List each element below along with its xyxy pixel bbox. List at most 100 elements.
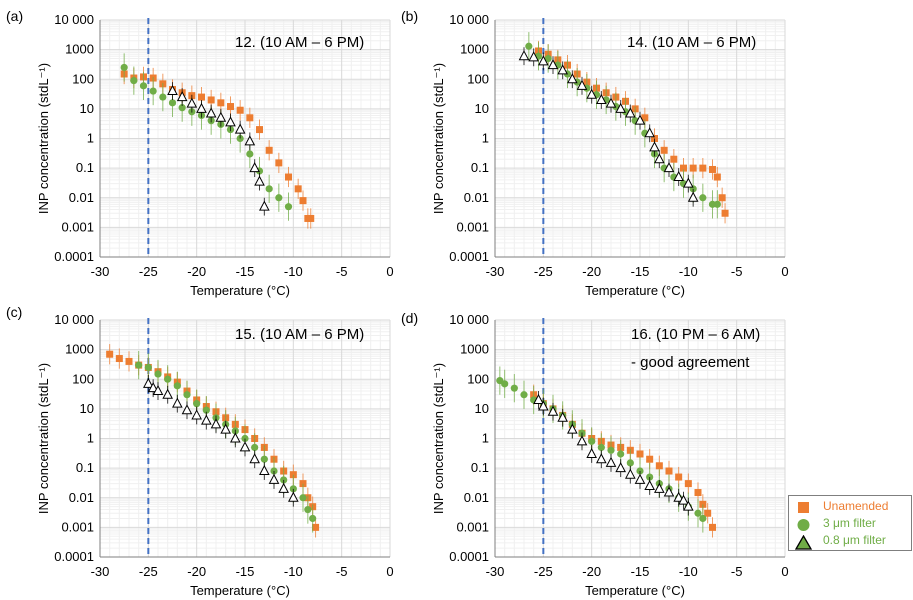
data-point — [694, 509, 702, 517]
data-point — [683, 500, 694, 511]
data-point — [259, 200, 270, 211]
data-point — [294, 185, 302, 193]
data-point — [665, 467, 673, 475]
y-tick-label: 10 — [475, 401, 489, 416]
x-tick-label: -20 — [582, 264, 601, 279]
gridlines — [99, 19, 391, 258]
x-tick-label: -10 — [284, 564, 303, 579]
data-point — [154, 370, 162, 378]
data-point — [525, 42, 533, 50]
y-tick-label: 100 — [72, 71, 94, 86]
y-tick-label: 1 — [482, 131, 489, 146]
data-point — [641, 114, 649, 122]
data-point — [125, 357, 133, 365]
y-tick-label: 1 — [87, 131, 94, 146]
data-point — [227, 103, 234, 111]
data-point — [205, 107, 217, 118]
data-point — [285, 173, 292, 181]
series-circle — [135, 350, 317, 533]
data-point — [159, 93, 167, 101]
data-point — [607, 446, 615, 454]
x-tick-label: 0 — [781, 564, 788, 579]
data-point — [557, 64, 568, 75]
x-tick-label: -5 — [336, 564, 348, 579]
y-axis-title: INP concentration (stdL⁻¹) — [36, 363, 51, 514]
panel-title: 12. (10 AM – 6 PM) — [235, 34, 365, 51]
data-point — [304, 505, 312, 514]
y-tick-label: 0.0001 — [449, 549, 489, 564]
data-point — [176, 91, 188, 102]
y-tick-label: 10 — [80, 401, 94, 416]
data-point — [538, 400, 549, 411]
data-point — [217, 99, 225, 107]
data-point — [309, 514, 317, 523]
data-point — [210, 418, 222, 429]
y-tick-label: 0.001 — [61, 519, 94, 534]
x-tick-label: -30 — [486, 264, 505, 279]
data-point — [673, 491, 684, 502]
panel-subtitle: - good agreement — [631, 354, 750, 371]
data-point — [709, 523, 716, 531]
data-point — [684, 480, 692, 488]
data-point — [670, 155, 678, 163]
data-point — [249, 453, 260, 464]
data-point — [680, 164, 687, 172]
x-tick-label: -30 — [91, 264, 110, 279]
y-tick-label: 0.001 — [456, 519, 489, 534]
series-triangle — [143, 374, 299, 507]
chart-d: 0.0001 0.001 0.01 0.1 1 10 100 1000 10 000 -30 -25… — [431, 312, 789, 598]
data-point — [588, 437, 596, 445]
data-point — [615, 102, 626, 113]
panel-letter: (a) — [6, 8, 24, 24]
data-point — [617, 450, 625, 458]
y-tick-label: 0.001 — [456, 219, 489, 234]
x-axis-title: Temperature (°C) — [190, 283, 290, 298]
data-point — [663, 486, 675, 497]
y-tick-label: 1 — [482, 431, 489, 446]
data-point — [721, 209, 729, 217]
data-point — [246, 114, 254, 122]
data-point — [644, 127, 655, 138]
data-point — [164, 375, 172, 383]
x-tick-label: -10 — [284, 264, 303, 279]
panel-title: 14. (10 AM – 6 PM) — [627, 34, 757, 51]
data-point — [586, 88, 597, 99]
data-point — [576, 79, 588, 90]
x-tick-label: -5 — [731, 564, 743, 579]
chart-a: 0.0001 0.001 0.01 0.1 1 10 100 1000 10 000 -30 -25… — [36, 12, 394, 298]
y-tick-label: 10 000 — [449, 312, 489, 327]
x-tick-label: -20 — [187, 564, 206, 579]
series-triangle — [518, 47, 699, 207]
y-tick-label: 1000 — [65, 42, 94, 57]
y-tick-label: 1000 — [460, 42, 489, 57]
panel-a: (a) 0.0001 0.001 0.01 0.1 1 10 100 1000 10 000 -3… — [0, 0, 400, 300]
series-circle — [525, 32, 721, 219]
y-tick-label: 0.01 — [464, 190, 489, 205]
data-point — [660, 146, 668, 154]
data-point — [144, 363, 152, 372]
data-point — [173, 382, 181, 390]
data-point — [678, 494, 689, 505]
data-point — [586, 447, 597, 458]
y-axis-title: INP concentration (stdL⁻¹) — [431, 63, 446, 214]
panel-title: 15. (10 AM – 6 PM) — [235, 326, 365, 343]
y-tick-label: 1000 — [460, 342, 489, 357]
data-point — [636, 450, 644, 458]
data-point — [646, 473, 654, 481]
data-point — [191, 409, 202, 420]
data-point — [597, 443, 605, 452]
data-point — [168, 99, 177, 107]
data-point — [699, 194, 707, 202]
data-point — [557, 411, 568, 422]
y-tick-label: 10 — [80, 101, 94, 116]
data-point — [259, 464, 270, 475]
panel-letter: (c) — [6, 304, 23, 320]
data-point — [501, 380, 509, 388]
data-point — [689, 164, 697, 172]
data-point — [576, 435, 588, 446]
data-point — [634, 114, 646, 125]
chart-b: 0.0001 0.001 0.01 0.1 1 10 100 1000 10 000 -30 -25… — [431, 12, 789, 298]
data-point — [115, 355, 123, 363]
data-point — [713, 173, 721, 181]
data-point — [149, 87, 157, 95]
